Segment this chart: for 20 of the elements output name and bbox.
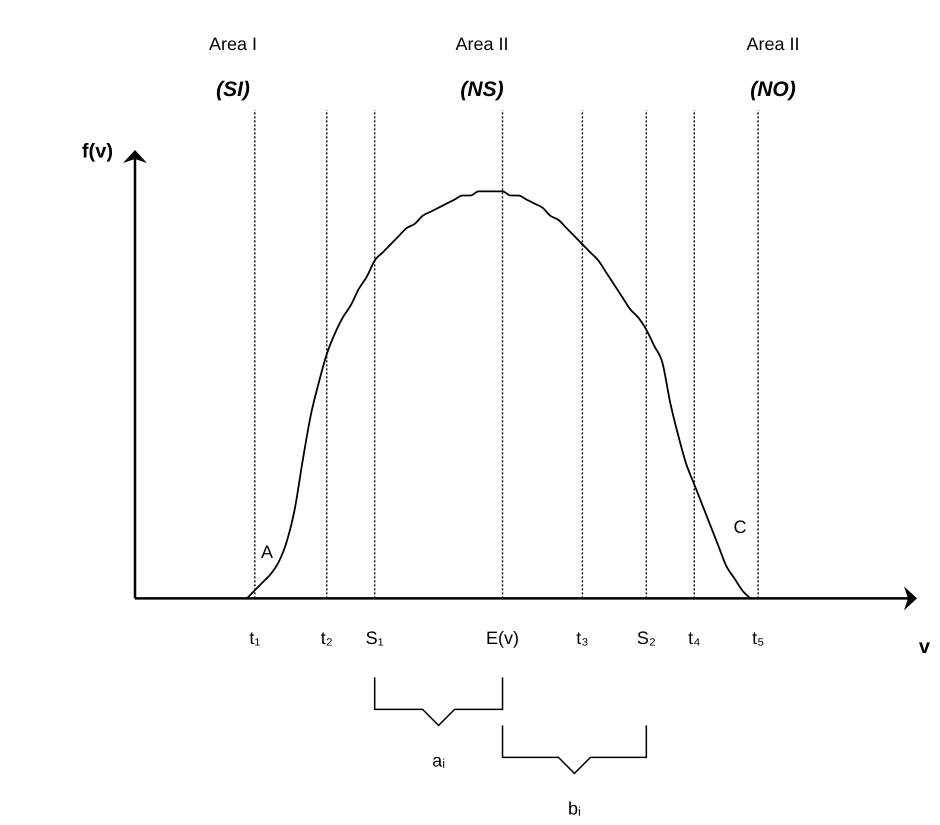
x-tick-label: t₃ [576, 628, 589, 648]
text: (SI) [216, 78, 250, 101]
text: aᵢ [432, 750, 446, 770]
annotation: C [734, 516, 746, 537]
text: bᵢ [568, 798, 581, 818]
x-tick-label: S₁ [366, 628, 384, 648]
x-axis-title: v [918, 636, 931, 658]
x-tick-label: E(v) [486, 628, 520, 648]
x-tick-label: S₂ [636, 628, 656, 648]
text: Area II [455, 34, 509, 54]
text: (NO) [750, 78, 796, 101]
y-axis-title: f(v) [82, 140, 113, 163]
x-tick-label: t₄ [688, 628, 700, 648]
text: Area II [746, 34, 800, 54]
annotation: A [260, 542, 274, 562]
x-tick-label: t₂ [320, 628, 333, 648]
text: (NS) [460, 78, 504, 101]
x-tick-label: t₅ [752, 628, 764, 648]
x-tick-label: t₁ [249, 628, 260, 648]
text: Area I [208, 34, 258, 54]
